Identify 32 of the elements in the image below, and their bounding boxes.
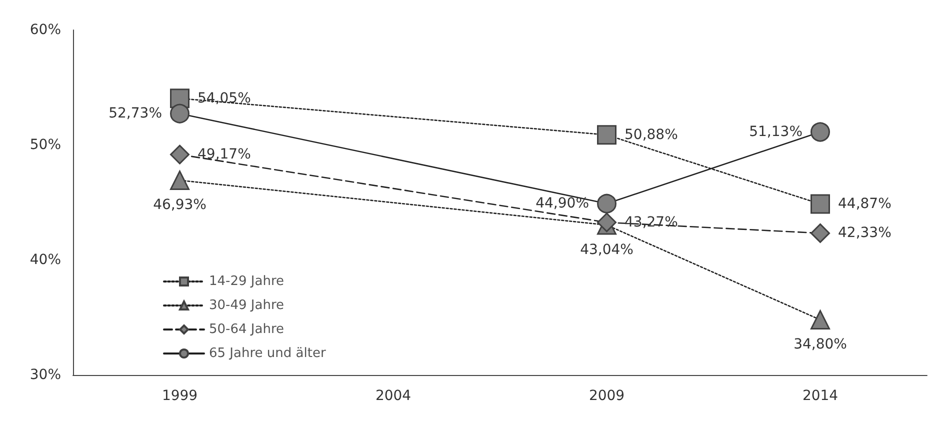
point — [810, 122, 830, 142]
data-label: 46,93% — [153, 197, 206, 214]
legend-label: 65 Jahre und älter — [209, 346, 326, 361]
data-label: 34,80% — [794, 336, 847, 353]
y-tick-label: 30% — [30, 367, 61, 383]
point — [170, 104, 190, 124]
point — [810, 223, 830, 243]
legend-label: 14-29 Jahre — [209, 274, 284, 289]
legend-label: 50-64 Jahre — [209, 322, 284, 337]
x-tick-label: 2004 — [375, 388, 412, 404]
data-label: 50,88% — [624, 126, 678, 143]
point — [170, 170, 190, 190]
point — [597, 125, 616, 145]
data-label: 43,04% — [580, 242, 634, 258]
data-label: 44,90% — [536, 196, 589, 212]
point — [597, 194, 616, 214]
data-label: 49,17% — [198, 146, 251, 163]
point — [810, 310, 830, 330]
point — [170, 144, 190, 164]
y-tick-label: 60% — [30, 22, 61, 38]
data-label: 52,73% — [108, 106, 162, 122]
data-label: 54,05% — [198, 90, 251, 106]
point — [810, 194, 830, 214]
x-tick-label: 1999 — [162, 388, 198, 404]
y-tick-label: 50% — [30, 137, 61, 153]
x-tick-label: 2009 — [588, 388, 625, 404]
data-label: 42,33% — [838, 225, 892, 242]
x-tick-label: 2014 — [802, 388, 838, 404]
data-label: 51,13% — [749, 124, 802, 140]
data-label: 44,87% — [838, 196, 892, 212]
legend-label: 30-49 Jahre — [209, 298, 284, 313]
y-tick-label: 40% — [30, 252, 61, 268]
